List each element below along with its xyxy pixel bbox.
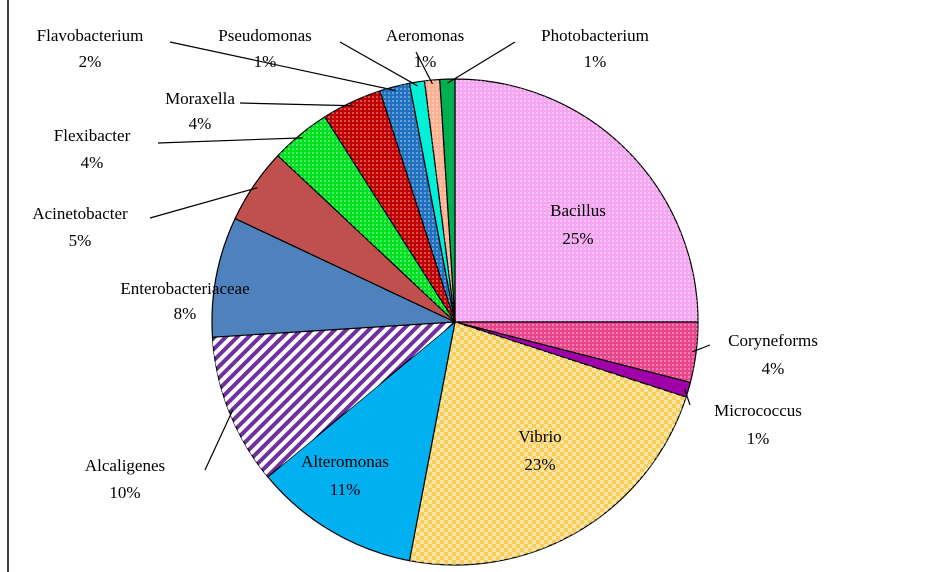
slice-label: Micrococcus [714,401,802,420]
slice-value-label: 1% [414,52,437,71]
leader-line [415,51,434,85]
slice-value-label: 4% [189,114,212,133]
slice-label: Acinetobacter [32,204,128,223]
slice-value-label: 1% [254,52,277,71]
slice-texture [212,322,455,477]
leader-line [149,187,258,219]
slice-label: Flexibacter [54,126,131,145]
slice-label: Vibrio [518,427,561,446]
leader-line [239,102,354,107]
pie-slice [211,217,456,338]
pie-slice [266,320,456,562]
slice-texture [277,116,455,323]
slice-label: Photobacterium [541,26,649,45]
slice-label: Moraxella [165,89,235,108]
slice-value-label: 25% [562,229,593,248]
slice-value-label: 4% [762,359,785,378]
slice-texture [455,79,698,322]
slice-label: Pseudomonas [218,26,312,45]
slice-label: Alteromonas [301,452,389,471]
leader-line [447,41,516,84]
slice-label: Aeromonas [386,26,464,45]
slice-label: Bacillus [550,201,606,220]
slice-value-label: 2% [79,52,102,71]
slice-texture [424,79,455,322]
slice-value-label: 10% [109,483,140,502]
frame [7,0,9,572]
slice-label: Enterobacteriaceae [120,279,249,298]
slice-value-label: 5% [69,231,92,250]
leader-line [683,388,691,406]
slice-label: Coryneforms [728,331,818,350]
slice-texture [409,322,687,565]
slice-value-label: 1% [584,52,607,71]
slice-value-label: 4% [81,153,104,172]
slice-value-label: 1% [747,429,770,448]
leader-line [169,41,396,92]
leader-line [157,137,303,144]
leader-line [691,344,711,353]
slice-texture [324,90,455,322]
slice-value-label: 23% [524,455,555,474]
slice-label: Flavobacterium [37,26,144,45]
slice-texture [379,83,455,322]
slice-value-label: 11% [330,480,361,499]
slice-label: Alcaligenes [85,456,165,475]
leader-line [339,41,418,87]
slice-value-label: 8% [174,304,197,323]
leader-line [204,409,234,471]
